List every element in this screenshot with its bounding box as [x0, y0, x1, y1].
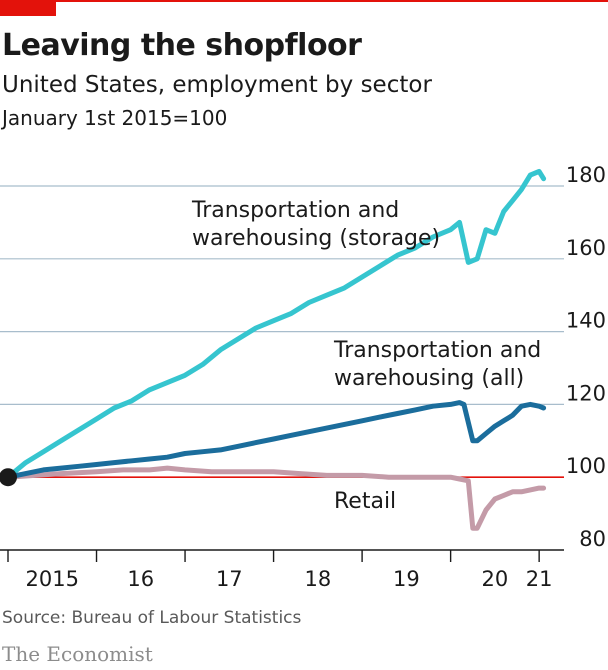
x-tick-label-2016: 16	[127, 567, 154, 591]
x-tick-label-2015: 2015	[26, 567, 79, 591]
line-retail	[5, 465, 547, 531]
line-chart: 80 100 120 140 160 180 2015 16 17 18 19 20 21 Trans…	[0, 163, 606, 591]
chart-subtitle: United States, employment by sector	[2, 72, 432, 98]
x-tick-label-2019: 19	[393, 567, 420, 591]
series-labels: Transportation and warehousing (storage) T…	[191, 198, 541, 514]
source-note: Source: Bureau of Labour Statistics	[2, 608, 302, 628]
top-red-rule	[0, 0, 608, 2]
brand-red-tab	[0, 0, 56, 16]
y-tick-label-160: 160	[566, 236, 606, 260]
chart-title: Leaving the shopfloor	[2, 28, 362, 63]
economist-logo: The Economist	[2, 642, 153, 666]
y-tick-label-140: 140	[566, 309, 606, 333]
x-tick-label-2017: 17	[216, 567, 243, 591]
series-label-retail-line-1: Retail	[334, 489, 396, 514]
y-axis-ticks: 80 100 120 140 160 180	[566, 163, 606, 551]
series-label-all-line-1: Transportation and	[333, 338, 541, 363]
series-label-storage-line-2: warehousing (storage)	[192, 226, 440, 251]
y-tick-label-100: 100	[566, 454, 606, 478]
y-tick-label-180: 180	[566, 163, 606, 187]
line-storage	[5, 168, 547, 480]
start-point-dot	[0, 468, 17, 487]
x-tick-label-2018: 18	[304, 567, 331, 591]
series-label-all-line-2: warehousing (all)	[334, 366, 524, 391]
chart-note: January 1st 2015=100	[2, 106, 228, 130]
x-tick-label-2021: 21	[526, 567, 553, 591]
x-tick-label-2020: 20	[482, 567, 509, 591]
y-tick-label-120: 120	[566, 381, 606, 405]
y-tick-label-80: 80	[579, 527, 606, 551]
x-axis: 2015 16 17 18 19 20 21	[0, 549, 564, 591]
series-lines	[0, 168, 547, 531]
line-all	[5, 400, 547, 480]
series-label-storage-line-1: Transportation and	[191, 198, 399, 223]
